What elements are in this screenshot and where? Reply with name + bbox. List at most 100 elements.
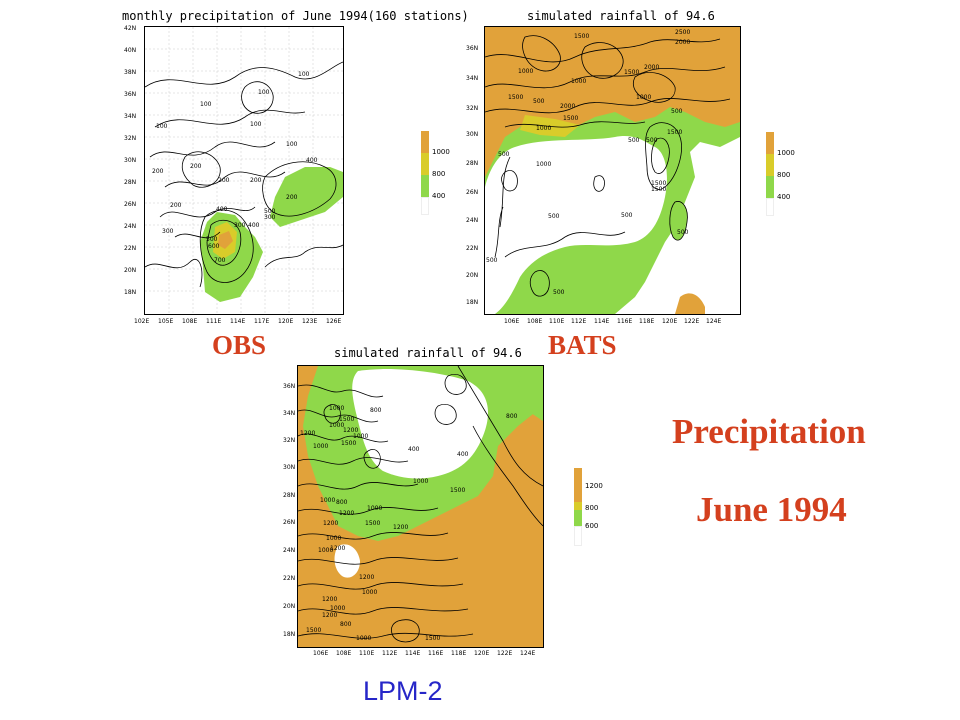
bats-contours	[485, 35, 731, 297]
bats-contour-label: 2000	[644, 64, 660, 71]
obs-contour-label: 400	[306, 157, 318, 164]
lpm-contour-label: 400	[408, 446, 420, 453]
bats-colorbar: 1000 800 400	[766, 132, 806, 216]
lpm-contour-label: 1000	[362, 589, 378, 596]
lpm-contour-label: 1000	[330, 605, 346, 612]
bats-map	[484, 26, 741, 315]
obs-contour-label: 100	[200, 101, 212, 108]
obs-contour-label: 200	[152, 168, 164, 175]
lpm-lat-tick: 24N	[283, 547, 296, 554]
bats-contour-label: 1000	[536, 161, 552, 168]
bats-lat-tick: 26N	[466, 189, 479, 196]
bats-green-island	[530, 270, 550, 297]
bats-lon-tick: 110E	[549, 318, 565, 325]
bats-lon-tick: 120E	[662, 318, 678, 325]
obs-contour-label: 100	[258, 89, 270, 96]
bats-contour-label: 1000	[571, 78, 587, 85]
bats-contour-label: 500	[486, 257, 498, 264]
lpm-green-se	[518, 366, 543, 421]
bats-lat-tick: 30N	[466, 131, 479, 138]
bats-contour-label: 500	[628, 137, 640, 144]
obs-contour-label: 500	[206, 236, 218, 243]
bats-label: BATS	[548, 330, 617, 360]
obs-lon-tick: 102E	[134, 318, 150, 325]
obs-lat-tick: 20N	[124, 267, 137, 274]
obs-lat-tick: 22N	[124, 245, 137, 252]
lpm-contour-label: 1000	[329, 422, 345, 429]
lpm-lat-tick: 20N	[283, 603, 296, 610]
obs-lat-tick: 32N	[124, 135, 137, 142]
lpm-contour-label: 1000	[413, 478, 429, 485]
bats-contour-label: 1500	[624, 69, 640, 76]
bats-contour-label: 1500	[563, 115, 579, 122]
bats-lat-tick: 18N	[466, 299, 479, 306]
bats-lat-tick: 28N	[466, 160, 479, 167]
lpm-lon-tick: 122E	[497, 650, 513, 657]
obs-lon-tick: 108E	[182, 318, 198, 325]
lpm-lat-tick: 32N	[283, 437, 296, 444]
obs-lat-tick: 34N	[124, 113, 137, 120]
bats-contour-label: 2500	[675, 29, 691, 36]
obs-contour-label: 200	[286, 194, 298, 201]
obs-label: OBS	[212, 330, 267, 360]
bats-cbar-label: 1000	[777, 149, 795, 157]
obs-contour-label: 500	[264, 208, 276, 215]
bats-green-taiwan	[669, 201, 688, 241]
lpm-contour-label: 1500	[341, 440, 357, 447]
obs-lon-tick: 111E	[206, 318, 222, 325]
bats-contour-label: 500	[671, 108, 683, 115]
bats-contour-label: 1000	[536, 125, 552, 132]
lpm-contour-label: 1500	[339, 416, 355, 423]
lpm-lat-tick: 30N	[283, 464, 296, 471]
obs-cbar-white	[421, 197, 429, 215]
lpm-contour-label: 1200	[343, 427, 359, 434]
bats-contour-label: 1000	[636, 94, 652, 101]
bats-contour-label: 500	[677, 229, 689, 236]
bats-cbar-label: 400	[777, 193, 791, 201]
obs-contour-label: 400	[216, 206, 228, 213]
bats-contour-label: 500	[498, 151, 510, 158]
obs-lat-tick: 30N	[124, 157, 137, 164]
bats-contour-label: 2000	[560, 103, 576, 110]
obs-cbar-label: 1000	[432, 148, 450, 156]
lpm-map-svg	[298, 366, 543, 647]
bats-lon-tick: 114E	[594, 318, 610, 325]
bats-cbar-white	[766, 198, 774, 216]
lpm-lat-tick: 34N	[283, 410, 296, 417]
lpm-contour-label: 800	[506, 413, 518, 420]
lpm-contour-label: 1500	[425, 635, 441, 642]
lpm-cbar-orange	[574, 468, 582, 502]
lpm-lon-tick: 110E	[359, 650, 375, 657]
lpm-lon-tick: 112E	[382, 650, 398, 657]
lpm-contour-label: 1000	[326, 535, 342, 542]
bats-contour-label: 1500	[508, 94, 524, 101]
lpm-contour-label: 1200	[393, 524, 409, 531]
lpm-cbar-green	[574, 510, 582, 526]
obs-cbar-label: 400	[432, 192, 446, 200]
bats-contour-label: 1500	[651, 180, 667, 187]
obs-contour-label: 200	[250, 177, 262, 184]
bats-lon-tick: 116E	[617, 318, 633, 325]
bats-lon-tick: 124E	[706, 318, 722, 325]
obs-cbar-yellow	[421, 153, 429, 175]
bats-contour-label: 1500	[574, 33, 590, 40]
lpm-contour-label: 1500	[365, 520, 381, 527]
lpm-contour-label: 800	[340, 621, 352, 628]
lpm-map	[297, 365, 544, 648]
bats-contour-label: 500	[553, 289, 565, 296]
lpm-label: LPM-2	[363, 676, 443, 706]
lpm-contour-label: 1000	[320, 497, 336, 504]
bats-lat-tick: 34N	[466, 75, 479, 82]
bats-cbar-orange	[766, 132, 774, 154]
obs-contour-label: 100	[250, 121, 262, 128]
title-precipitation: Precipitation	[672, 412, 866, 451]
obs-lat-tick: 40N	[124, 47, 137, 54]
bats-lon-tick: 112E	[571, 318, 587, 325]
lpm-cbar-label: 800	[585, 504, 599, 512]
lpm-cbar-yellow	[574, 502, 582, 510]
lpm-lon-tick: 108E	[336, 650, 352, 657]
lpm-contour-label: 400	[457, 451, 469, 458]
lpm-contour-label: 1200	[300, 430, 316, 437]
lpm-lat-tick: 36N	[283, 383, 296, 390]
lpm-lat-tick: 28N	[283, 492, 296, 499]
